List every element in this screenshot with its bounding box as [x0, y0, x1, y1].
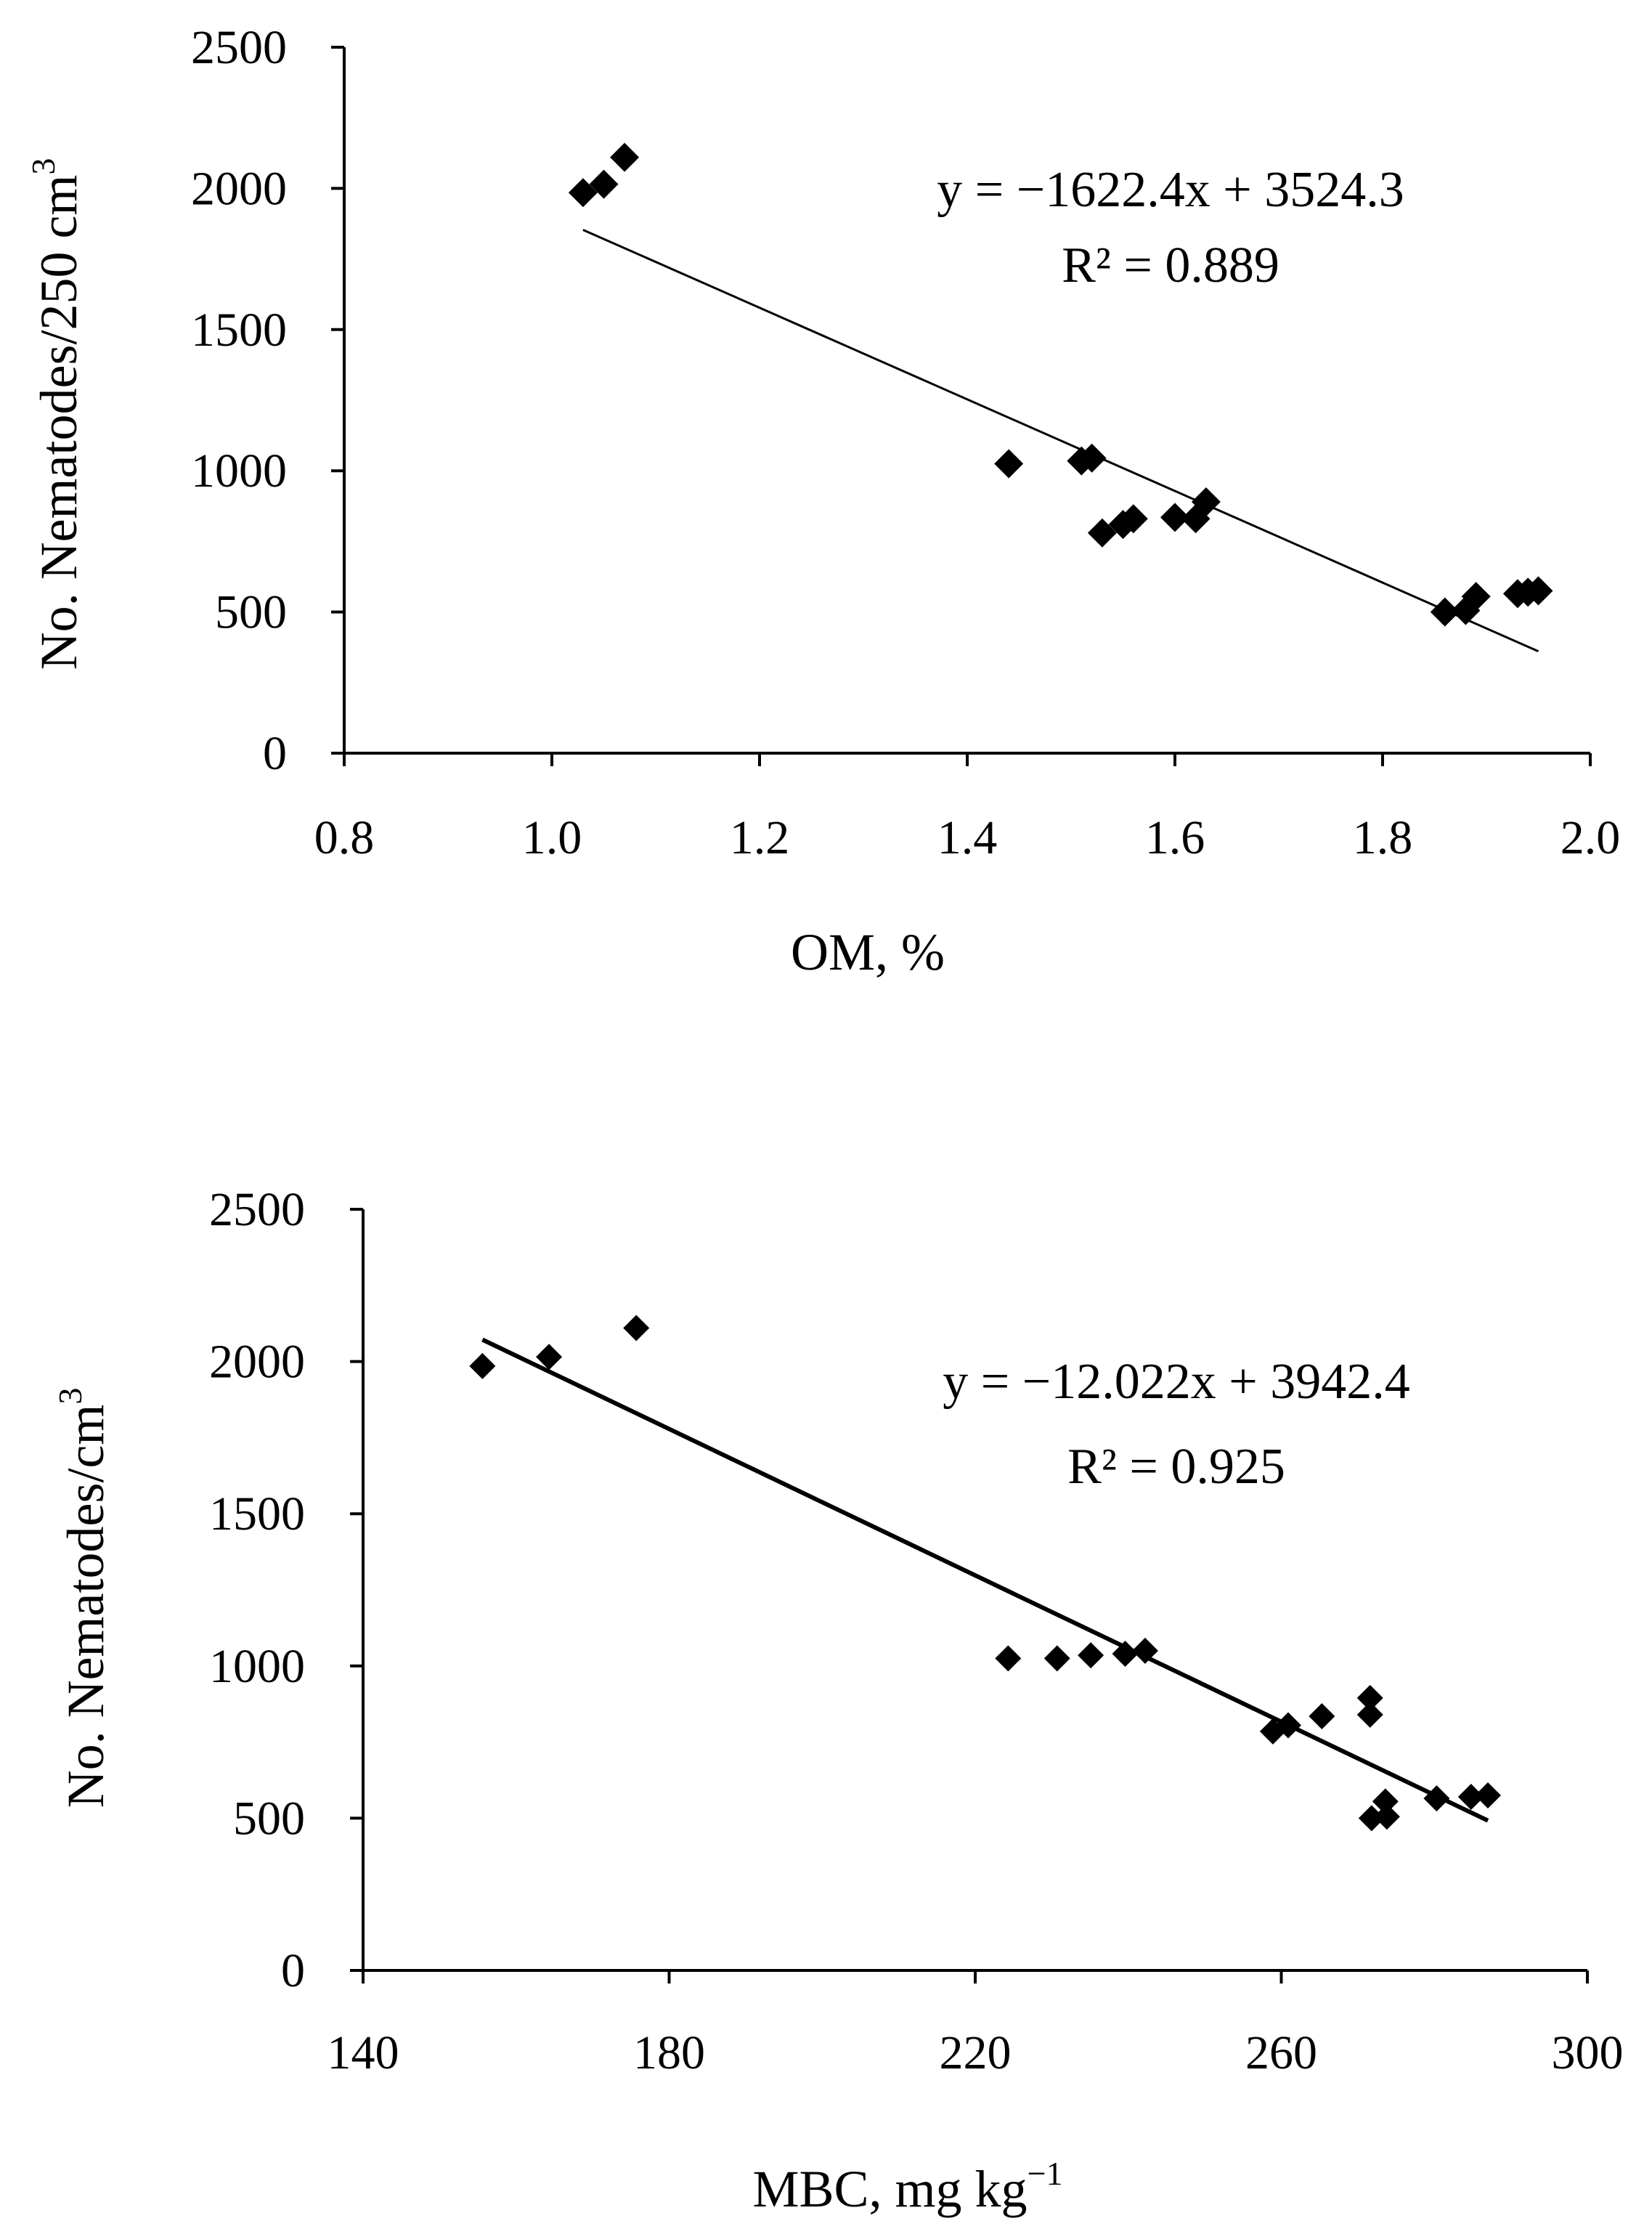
- data-point: [469, 1352, 496, 1379]
- r-squared-label: R² = 0.889: [1062, 237, 1279, 293]
- x-tick-marks: [362, 1970, 1589, 1984]
- data-point: [536, 1344, 563, 1371]
- x-tick-label: 1.6: [1145, 811, 1205, 864]
- y-tick-label: 2500: [191, 21, 287, 74]
- y-tick-labels: 0 500 1000 1500 2000 2500: [209, 1183, 305, 1997]
- data-point: [1457, 1784, 1484, 1811]
- y-tick-marks: [350, 1208, 363, 1972]
- data-point: [1077, 443, 1107, 473]
- data-point: [1131, 1637, 1158, 1664]
- y-tick-label: 0: [281, 1944, 305, 1997]
- data-point: [995, 1645, 1022, 1672]
- x-axis-title: OM, %: [791, 923, 945, 981]
- data-point: [1523, 576, 1553, 606]
- x-tick-label: 260: [1245, 2026, 1317, 2079]
- y-tick-marks: [331, 46, 344, 755]
- x-tick-label: 1.8: [1353, 811, 1413, 864]
- data-point: [1309, 1702, 1335, 1729]
- x-tick-label: 220: [940, 2026, 1012, 2079]
- x-tick-label: 1.0: [522, 811, 582, 864]
- y-axis-title: No. Nematodes/250 cm3: [25, 158, 88, 670]
- data-point: [1274, 1712, 1301, 1739]
- data-point: [1356, 1701, 1383, 1728]
- y-tick-label: 0: [263, 727, 287, 780]
- data-point: [1430, 597, 1460, 627]
- om-scatter-chart: 0 500 1000 1500 2000 2500 0.8 1.0 1.2 1.4 1.6 1.8 2…: [25, 21, 1620, 981]
- y-tick-label: 2000: [191, 162, 287, 215]
- data-point: [1358, 1805, 1385, 1832]
- x-tick-label: 2.0: [1561, 811, 1621, 864]
- y-tick-label: 500: [233, 1792, 305, 1845]
- data-point: [1475, 1782, 1502, 1808]
- x-tick-label: 1.4: [937, 811, 998, 864]
- data-point: [1461, 582, 1491, 612]
- mbc-scatter-chart: 0 500 1000 1500 2000 2500 140 180 220 260 300 y =…: [52, 1183, 1624, 2218]
- x-tick-label: 180: [633, 2026, 705, 2079]
- data-point: [1043, 1645, 1070, 1672]
- trendline: [582, 229, 1539, 653]
- data-point: [1160, 503, 1189, 532]
- data-points: [469, 1315, 1502, 1832]
- data-point: [610, 142, 640, 172]
- data-point: [1372, 1788, 1399, 1815]
- x-tick-labels: 140 180 220 260 300: [327, 2026, 1624, 2079]
- y-tick-label: 1500: [191, 304, 287, 357]
- y-axis-title: No. Nematodes/cm3: [52, 1388, 115, 1808]
- y-tick-label: 1500: [209, 1487, 305, 1540]
- x-axis-title: MBC, mg kg−1: [752, 2155, 1062, 2218]
- data-point: [1356, 1684, 1383, 1711]
- y-tick-label: 1000: [191, 444, 287, 498]
- data-point: [1118, 504, 1148, 534]
- y-tick-label: 1000: [209, 1640, 305, 1693]
- trendline: [481, 1337, 1489, 1823]
- r-squared-label: R² = 0.925: [1067, 1439, 1285, 1495]
- y-tick-label: 500: [215, 586, 287, 639]
- x-axis-title-superscript: −1: [1028, 2155, 1063, 2192]
- x-tick-marks: [343, 753, 1592, 766]
- data-point: [623, 1315, 650, 1341]
- x-axis-title-base: MBC, mg kg: [752, 2160, 1027, 2218]
- data-point: [568, 178, 598, 208]
- data-point: [1112, 1641, 1139, 1668]
- data-point: [589, 169, 619, 199]
- data-point: [1191, 487, 1221, 516]
- y-axis-title-superscript: 3: [25, 158, 62, 175]
- data-point: [1373, 1803, 1400, 1830]
- data-point: [994, 449, 1024, 479]
- data-points: [568, 142, 1553, 627]
- x-tick-label: 1.2: [730, 811, 790, 864]
- x-tick-label: 0.8: [314, 811, 375, 864]
- regression-equation: y = −1622.4x + 3524.3: [937, 162, 1404, 218]
- x-tick-label: 140: [327, 2026, 399, 2079]
- regression-equation: y = −12.022x + 3942.4: [943, 1354, 1409, 1410]
- x-tick-label: 300: [1552, 2026, 1624, 2079]
- y-tick-label: 2000: [209, 1336, 305, 1389]
- data-point: [1423, 1785, 1450, 1812]
- data-point: [1078, 1642, 1104, 1669]
- y-axis-title-superscript: 3: [52, 1388, 89, 1405]
- y-tick-label: 2500: [209, 1183, 305, 1236]
- y-axis-title-base: No. Nematodes/250 cm: [30, 175, 88, 670]
- data-point: [1087, 518, 1117, 548]
- x-tick-labels: 0.8 1.0 1.2 1.4 1.6 1.8 2.0: [314, 811, 1621, 864]
- y-tick-labels: 0 500 1000 1500 2000 2500: [191, 21, 287, 780]
- y-axis-title-base: No. Nematodes/cm: [57, 1405, 115, 1808]
